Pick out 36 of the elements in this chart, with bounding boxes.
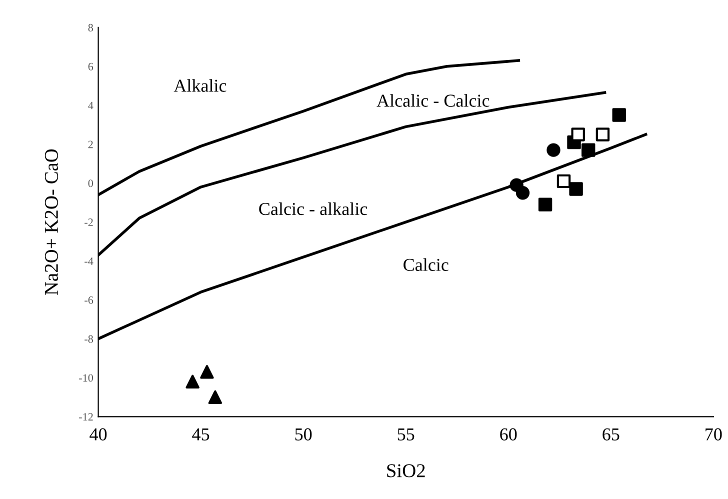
y-tick-label: 2: [88, 140, 93, 148]
point: [596, 128, 610, 142]
y-tick-label: -6: [84, 296, 94, 304]
point: [208, 390, 222, 404]
y-axis-title: Na2O+ K2O- CaO: [44, 149, 58, 296]
point: [571, 128, 585, 142]
x-axis-title: SiO2: [387, 464, 425, 478]
annotation: Alcalic - Calcic: [376, 94, 490, 107]
point: [186, 374, 200, 388]
point: [200, 365, 214, 379]
y-tick-label: 6: [88, 62, 94, 70]
y-tick-label: 4: [88, 102, 94, 110]
x-tick-label: 70: [706, 428, 722, 440]
y-tick-label: 0: [88, 180, 93, 188]
annotation: Calcic: [404, 258, 448, 271]
x-tick-label: 40: [90, 428, 107, 440]
point: [582, 143, 596, 157]
point: [546, 143, 560, 157]
point: [569, 182, 583, 196]
y-tick-label: 8: [88, 24, 93, 32]
annotation: Calcic - alkalic: [259, 202, 368, 216]
point: [556, 174, 571, 188]
y-tick-label: -10: [79, 374, 93, 382]
x-tick-label: 55: [398, 428, 414, 440]
y-tick-label: -8: [84, 335, 93, 343]
y-tick-label: -4: [84, 258, 94, 265]
y-tick-label: -12: [79, 413, 93, 421]
point: [516, 186, 530, 200]
annotation: Alkalic: [174, 79, 226, 92]
x-tick-label: 45: [192, 428, 210, 440]
x-tick-label: 60: [500, 428, 517, 440]
point: [612, 108, 626, 122]
point: [538, 198, 552, 212]
x-tick-label: 65: [602, 428, 620, 440]
y-tick-label: -2: [84, 218, 93, 226]
x-tick-label: 50: [295, 428, 312, 440]
